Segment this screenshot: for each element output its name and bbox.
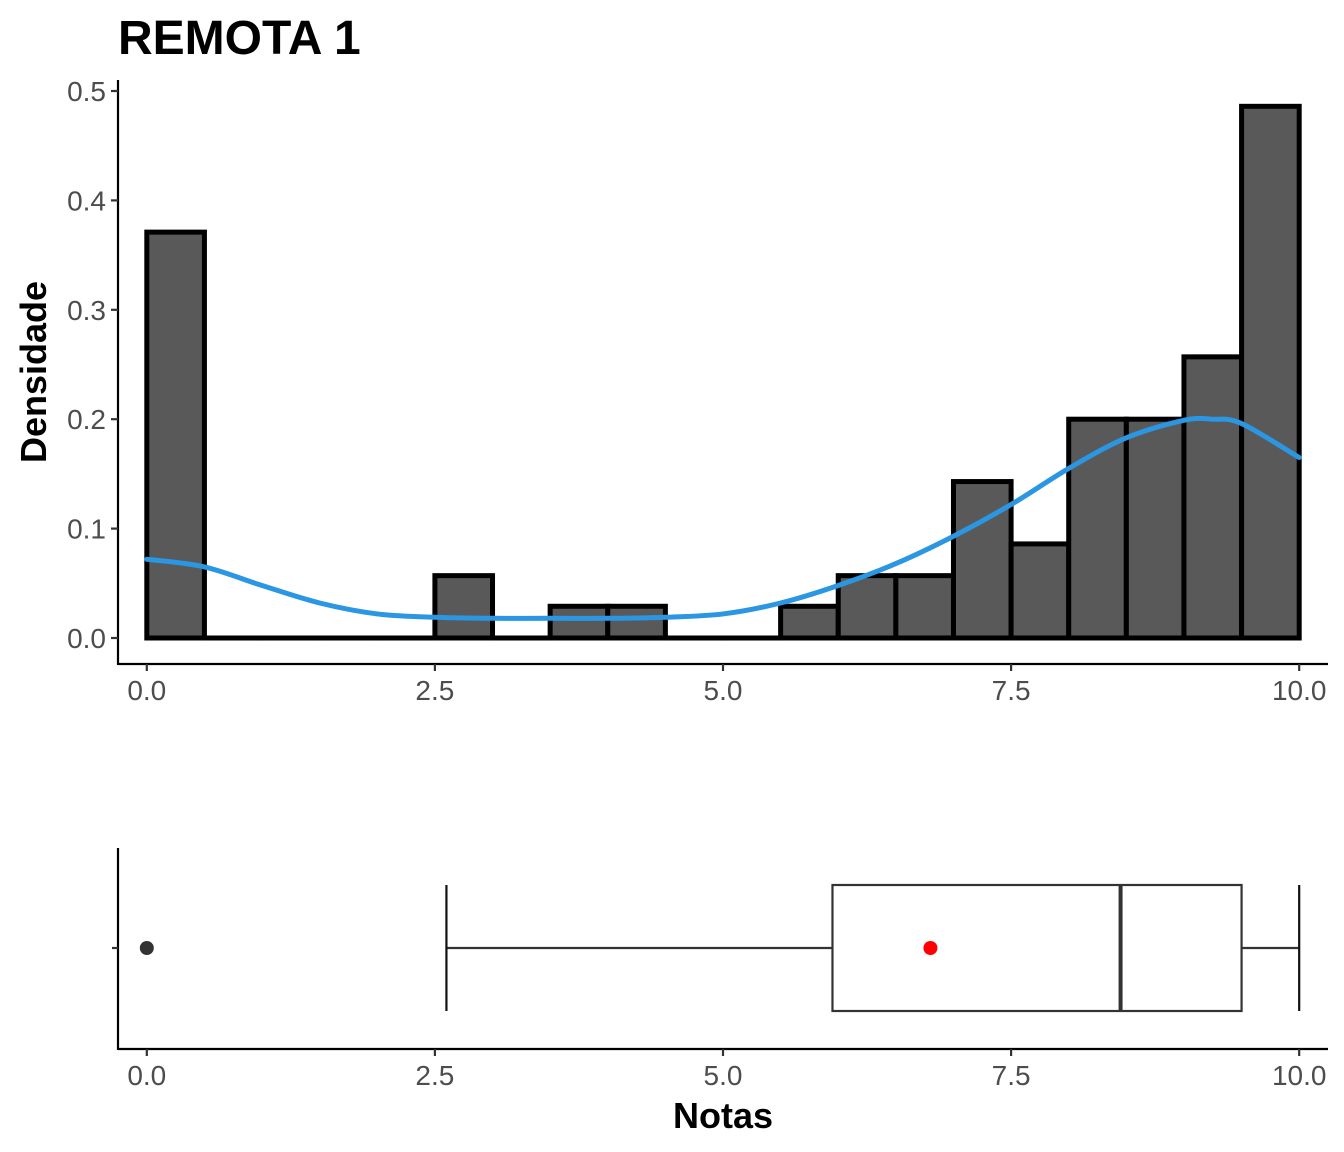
histogram-bars (144, 103, 1302, 641)
histogram-panel: 0.0 0.1 0.2 0.3 0.4 0.5 0.0 2.5 5.0 7.5 10.0 Dens… (13, 76, 1328, 706)
histogram-bar-0 (144, 229, 207, 641)
histogram-bar-14 (950, 479, 1014, 641)
hist-y-tick-label-4: 0.4 (67, 185, 106, 216)
hist-y-tick-label-3: 0.3 (67, 295, 106, 326)
histogram-bar-15 (1008, 541, 1072, 641)
boxplot-panel: 0.0 2.5 5.0 7.5 10.0 Notas (112, 848, 1328, 1136)
histogram-bar-13 (893, 573, 956, 641)
hist-x-tick-label-2: 5.0 (704, 675, 743, 706)
hist-x-tick-label-4: 10.0 (1272, 675, 1327, 706)
histogram-bar-11 (778, 603, 841, 641)
iqr-box (831, 883, 1243, 1013)
box-x-tick-label-4: 10.0 (1272, 1060, 1327, 1091)
box-x-tick-label-3: 7.5 (992, 1060, 1031, 1091)
mean-point (923, 941, 938, 955)
histogram-bar-18 (1181, 354, 1245, 641)
y-axis-title: Densidade (13, 281, 54, 463)
box-x-tick-label-1: 2.5 (415, 1060, 454, 1091)
chart-title: REMOTA 1 (118, 12, 361, 65)
boxplot-shapes (139, 883, 1301, 1013)
histogram-bar-5 (432, 573, 496, 641)
hist-y-ticks: 0.0 0.1 0.2 0.3 0.4 0.5 (67, 76, 118, 654)
histogram-bar-19 (1239, 103, 1302, 641)
box-x-tick-label-0: 0.0 (127, 1060, 166, 1091)
hist-x-tick-label-1: 2.5 (415, 675, 454, 706)
x-axis-title: Notas (673, 1095, 773, 1136)
box-x-ticks: 0.0 2.5 5.0 7.5 10.0 (127, 1049, 1326, 1091)
hist-x-ticks: 0.0 2.5 5.0 7.5 10.0 (127, 664, 1326, 706)
outlier-point-0 (139, 941, 154, 955)
hist-y-tick-label-2: 0.2 (67, 404, 106, 435)
histogram-bar-12 (835, 573, 899, 641)
hist-x-tick-label-3: 7.5 (992, 675, 1031, 706)
hist-y-tick-label-0: 0.0 (67, 623, 106, 654)
hist-y-tick-label-5: 0.5 (67, 76, 106, 107)
histogram-bar-7 (547, 603, 611, 641)
hist-y-tick-label-1: 0.1 (67, 514, 106, 545)
box-x-tick-label-2: 5.0 (704, 1060, 743, 1091)
histogram-bar-16 (1066, 416, 1129, 641)
density-curve (144, 415, 1302, 621)
hist-x-tick-label-0: 0.0 (127, 675, 166, 706)
histogram-bar-17 (1123, 416, 1187, 641)
histogram-bar-8 (605, 603, 668, 641)
